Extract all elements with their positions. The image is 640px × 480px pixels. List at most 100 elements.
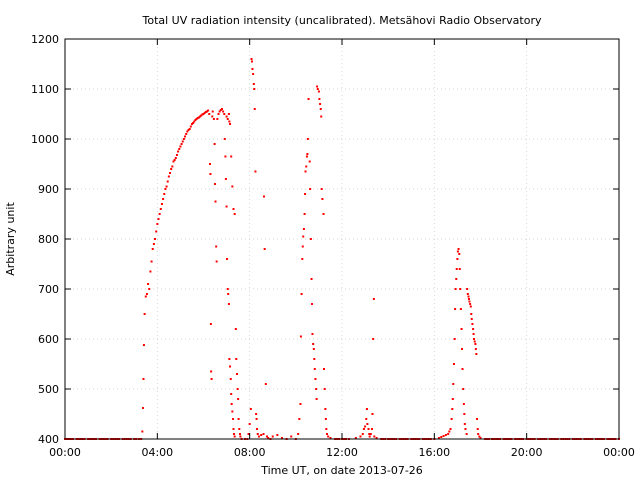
data-point bbox=[211, 115, 214, 118]
data-point bbox=[316, 85, 319, 88]
data-point bbox=[226, 258, 229, 260]
data-point bbox=[195, 118, 198, 120]
data-point bbox=[472, 328, 475, 330]
data-point bbox=[364, 425, 367, 428]
data-point bbox=[142, 378, 145, 380]
data-point bbox=[451, 398, 454, 400]
data-point bbox=[196, 117, 199, 119]
data-point bbox=[182, 138, 185, 140]
data-point bbox=[172, 160, 175, 163]
data-point bbox=[234, 328, 237, 330]
data-point bbox=[169, 172, 172, 174]
data-point bbox=[459, 288, 462, 290]
data-point bbox=[299, 403, 302, 405]
y-tick-label: 1200 bbox=[31, 33, 59, 46]
data-point bbox=[224, 178, 227, 180]
data-point bbox=[163, 193, 166, 195]
chart-title: Total UV radiation intensity (uncalibrat… bbox=[142, 14, 542, 27]
data-point bbox=[141, 430, 144, 433]
data-point bbox=[210, 378, 213, 380]
y-tick-label: 500 bbox=[38, 383, 59, 396]
data-point bbox=[143, 313, 146, 315]
data-point bbox=[171, 165, 174, 168]
grid-lines bbox=[65, 39, 619, 439]
data-point bbox=[185, 133, 188, 135]
y-tick-label: 600 bbox=[38, 333, 59, 346]
data-point bbox=[468, 300, 471, 303]
data-point bbox=[455, 278, 458, 280]
data-point bbox=[308, 160, 311, 163]
data-point bbox=[312, 343, 315, 345]
data-point bbox=[461, 348, 464, 350]
data-point bbox=[320, 188, 323, 190]
data-point bbox=[180, 143, 183, 145]
data-point bbox=[465, 433, 468, 435]
data-point bbox=[264, 383, 267, 385]
data-point bbox=[230, 155, 233, 158]
data-point bbox=[232, 428, 235, 430]
data-point bbox=[312, 348, 315, 350]
data-point bbox=[257, 435, 260, 438]
data-point bbox=[457, 248, 460, 250]
data-point bbox=[301, 245, 304, 248]
data-point bbox=[321, 198, 324, 200]
data-point bbox=[225, 205, 228, 208]
data-point bbox=[250, 58, 253, 60]
data-point bbox=[220, 108, 223, 110]
data-point bbox=[174, 157, 177, 159]
data-point bbox=[237, 418, 240, 420]
x-tick-label: 00:00 bbox=[603, 446, 635, 459]
data-point bbox=[371, 428, 374, 430]
data-point bbox=[189, 125, 192, 128]
data-point bbox=[304, 170, 307, 173]
data-point bbox=[145, 293, 148, 295]
data-point bbox=[165, 185, 168, 188]
data-point bbox=[228, 120, 231, 123]
data-point bbox=[469, 303, 472, 305]
data-point bbox=[300, 293, 303, 295]
data-point bbox=[148, 288, 151, 290]
data-point bbox=[205, 110, 208, 113]
data-point bbox=[474, 348, 477, 350]
data-point bbox=[177, 150, 180, 153]
data-point bbox=[290, 435, 293, 438]
data-point bbox=[228, 358, 231, 360]
data-point bbox=[448, 430, 451, 433]
x-tick-label: 08:00 bbox=[234, 446, 266, 459]
data-point bbox=[473, 338, 476, 340]
data-point bbox=[154, 238, 157, 240]
data-point bbox=[474, 343, 477, 345]
data-point bbox=[319, 108, 322, 110]
data-point bbox=[472, 333, 475, 335]
data-point bbox=[471, 323, 474, 325]
data-point bbox=[368, 435, 371, 438]
data-point bbox=[252, 73, 255, 75]
data-point bbox=[260, 434, 263, 436]
data-point bbox=[226, 118, 229, 120]
data-point bbox=[320, 115, 323, 118]
data-point bbox=[255, 418, 258, 420]
y-tick-labels: 400 500 600 700 800 900 1000 1100 1200 bbox=[31, 33, 59, 446]
data-point bbox=[247, 433, 250, 435]
data-point bbox=[265, 435, 268, 438]
data-point bbox=[462, 403, 465, 405]
data-point bbox=[444, 434, 447, 436]
data-point bbox=[215, 260, 218, 263]
data-point bbox=[318, 98, 321, 100]
data-point bbox=[202, 113, 205, 115]
data-point bbox=[150, 260, 153, 263]
data-point bbox=[303, 213, 306, 215]
data-point bbox=[217, 113, 220, 115]
data-point bbox=[194, 119, 197, 121]
data-point bbox=[314, 378, 317, 380]
data-point bbox=[313, 358, 316, 360]
x-tick-label: 20:00 bbox=[511, 446, 543, 459]
data-point bbox=[325, 433, 328, 435]
data-point bbox=[309, 188, 312, 190]
data-point bbox=[298, 418, 301, 420]
data-point bbox=[366, 423, 369, 425]
data-point bbox=[322, 213, 325, 215]
data-point bbox=[227, 113, 230, 115]
data-point bbox=[223, 138, 226, 140]
